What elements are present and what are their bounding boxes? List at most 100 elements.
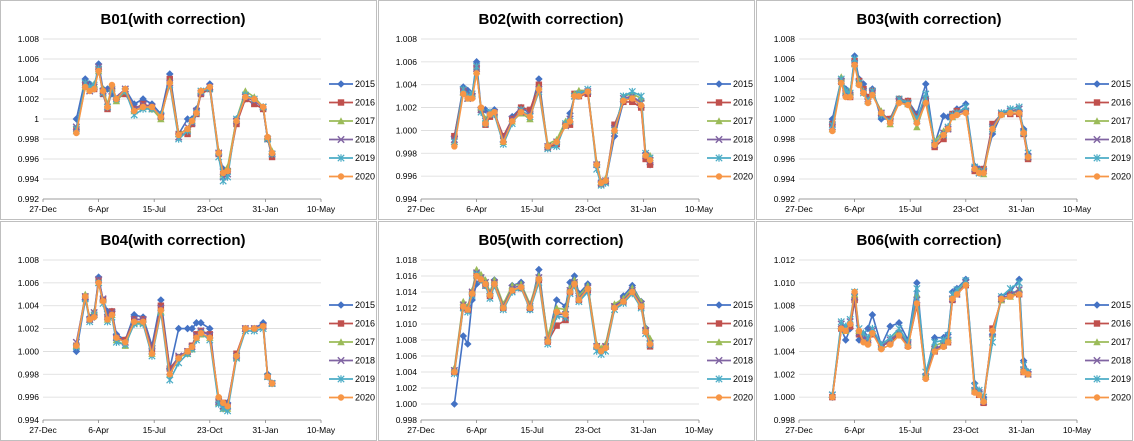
- y-tick-label: 0.998: [396, 148, 418, 158]
- legend-label: 2017: [733, 337, 753, 347]
- legend-label: 2020: [1111, 393, 1131, 403]
- legend: 2015 2016 2017 2018 2019 2020: [707, 79, 753, 182]
- legend-label: 2019: [733, 153, 753, 163]
- y-tick-label: 0.994: [18, 415, 40, 425]
- data-point: [482, 120, 489, 127]
- legend-label: 2017: [733, 116, 753, 126]
- y-tick-label: 0.996: [18, 154, 40, 164]
- data-point: [491, 108, 498, 116]
- data-point: [82, 83, 89, 91]
- y-tick-label: 0.998: [774, 134, 796, 144]
- series-2020: [829, 281, 1032, 405]
- legend-marker: [337, 154, 345, 162]
- x-tick-label: 6-Apr: [88, 204, 109, 214]
- y-tick-label: 1.006: [774, 324, 796, 334]
- legend-marker: [337, 394, 345, 401]
- data-point: [597, 348, 605, 355]
- data-point: [526, 304, 534, 312]
- legend-marker: [337, 320, 345, 327]
- data-point: [584, 285, 591, 292]
- data-point: [233, 117, 240, 125]
- legend: 2015 2016 2017 2018 2019 2020: [329, 300, 375, 403]
- y-tick-label: 1.002: [774, 369, 796, 379]
- legend-item: 2017: [707, 116, 753, 126]
- series-2015: [450, 58, 654, 186]
- data-point: [157, 113, 165, 121]
- x-tick-label: 15-Jul: [899, 425, 922, 435]
- data-point: [206, 334, 213, 341]
- data-point: [264, 133, 271, 141]
- legend-marker: [715, 356, 723, 365]
- y-tick-label: 1.004: [18, 301, 40, 311]
- legend-label: 2018: [355, 135, 375, 145]
- data-point: [188, 343, 196, 351]
- data-point: [611, 304, 618, 312]
- y-tick-label: 1.004: [396, 80, 418, 90]
- series-2018: [72, 275, 276, 410]
- data-point: [913, 284, 921, 293]
- chart-panel: B06(with correction) 0.998 1.000 1.002 1.004…: [756, 221, 1133, 441]
- x-tick-label: 10-May: [685, 204, 714, 214]
- data-point: [886, 334, 894, 342]
- legend-item: 2015: [707, 79, 753, 89]
- data-point: [886, 322, 894, 331]
- data-point: [989, 120, 996, 128]
- legend-label: 2020: [355, 393, 375, 403]
- legend: 2015 2016 2017 2018 2019 2020: [1085, 300, 1131, 403]
- data-point: [962, 109, 969, 117]
- data-point: [584, 88, 591, 95]
- x-axis: 27-Dec 6-Apr 15-Jul 23-Oct 31-Jan 10-May: [785, 419, 1092, 435]
- x-axis: 27-Dec 6-Apr 15-Jul 23-Oct 31-Jan 10-May: [29, 198, 336, 214]
- legend-marker: [1093, 173, 1101, 180]
- legend-item: 2016: [1085, 98, 1131, 108]
- data-point: [841, 336, 850, 344]
- legend-item: 2017: [1085, 116, 1131, 126]
- data-point: [500, 132, 507, 140]
- legend-item: 2017: [329, 337, 375, 347]
- data-point: [886, 119, 894, 127]
- y-tick-label: 1.000: [18, 346, 40, 356]
- data-point: [629, 95, 636, 102]
- data-point: [629, 98, 636, 106]
- y-tick-label: 1.000: [774, 114, 796, 124]
- data-point: [242, 93, 249, 101]
- data-point: [646, 156, 654, 164]
- x-tick-label: 15-Jul: [899, 204, 922, 214]
- legend-marker: [337, 99, 345, 106]
- data-point: [878, 109, 885, 117]
- y-tick-label: 1.002: [396, 103, 418, 113]
- legend-item: 2015: [1085, 79, 1131, 89]
- data-point: [113, 95, 120, 103]
- data-point: [95, 67, 102, 75]
- data-point: [962, 103, 970, 111]
- data-point: [468, 290, 476, 297]
- legend-item: 2019: [1085, 153, 1131, 163]
- y-tick-label: 1.004: [774, 74, 796, 84]
- legend: 2015 2016 2017 2018 2019 2020: [329, 79, 375, 182]
- series-2020: [451, 272, 654, 376]
- data-point: [95, 279, 102, 287]
- data-point: [921, 80, 930, 88]
- data-point: [566, 288, 574, 296]
- x-tick-label: 23-Oct: [953, 204, 979, 214]
- y-tick-label: 1.018: [396, 255, 418, 265]
- legend-label: 2016: [355, 319, 375, 329]
- legend-item: 2018: [1085, 356, 1131, 366]
- legend-marker: [1093, 375, 1101, 383]
- legend-marker: [715, 117, 723, 125]
- y-tick-label: 1.010: [396, 319, 418, 329]
- series-line: [75, 70, 273, 174]
- series-2020: [73, 279, 276, 410]
- data-point: [259, 323, 267, 330]
- x-tick-label: 23-Oct: [953, 425, 979, 435]
- data-point: [971, 165, 978, 173]
- legend-label: 2019: [1111, 153, 1131, 163]
- data-point: [535, 276, 543, 283]
- y-tick-label: 0.996: [774, 154, 796, 164]
- series-2016: [73, 65, 276, 178]
- data-point: [206, 324, 214, 333]
- legend-item: 2018: [707, 356, 753, 366]
- data-point: [139, 318, 147, 325]
- legend-marker: [1093, 80, 1101, 88]
